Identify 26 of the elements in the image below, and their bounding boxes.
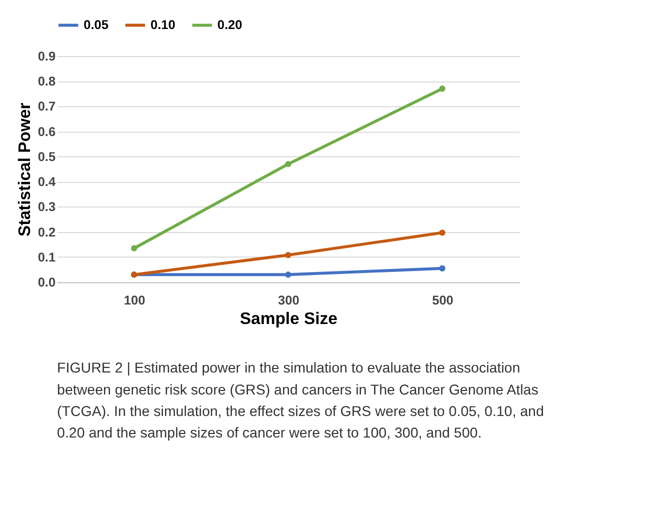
caption: FIGURE 2 | Estimated power in the simulation to evaluate the association between genetic risk score (GRS) and cancers in The Cancer Genome Atlas (TCGA). In the simulation, the effect sizes of GRS were set to 0.05, 0.10, and 0.20 and the sample sizes of cancer were set to 100, 300, and 500. xyxy=(57,360,544,442)
y-tick-label: 0.1 xyxy=(38,249,56,264)
x-tick-label: 500 xyxy=(432,292,454,308)
x-tick-label: 100 xyxy=(124,292,146,308)
y-tick-label: 0.2 xyxy=(38,224,56,240)
y-tick-label: 0.0 xyxy=(38,274,56,290)
y-tick-label: 0.9 xyxy=(38,48,56,64)
y-tick-label: 0.6 xyxy=(38,124,56,139)
point xyxy=(285,252,292,258)
x-tick-label: 300 xyxy=(278,292,300,308)
point xyxy=(130,245,138,252)
y-tick-label: 0.4 xyxy=(38,174,56,190)
y-tick-label: 0.8 xyxy=(38,74,56,89)
legend-label: 0.10 xyxy=(150,17,176,32)
y-tick-label: 0.7 xyxy=(38,98,56,114)
y-tick-label: 0.5 xyxy=(38,148,56,164)
point xyxy=(439,265,446,272)
point xyxy=(439,230,446,236)
legend-label: 0.05 xyxy=(84,17,108,32)
legend-label: 0.20 xyxy=(217,17,242,32)
x-axis-title: Sample Size xyxy=(240,309,338,328)
y-axis-title: Statistical Power xyxy=(14,102,34,236)
y-tick-label: 0.3 xyxy=(38,199,56,214)
point xyxy=(439,86,446,92)
point xyxy=(285,272,292,278)
point xyxy=(285,160,292,168)
